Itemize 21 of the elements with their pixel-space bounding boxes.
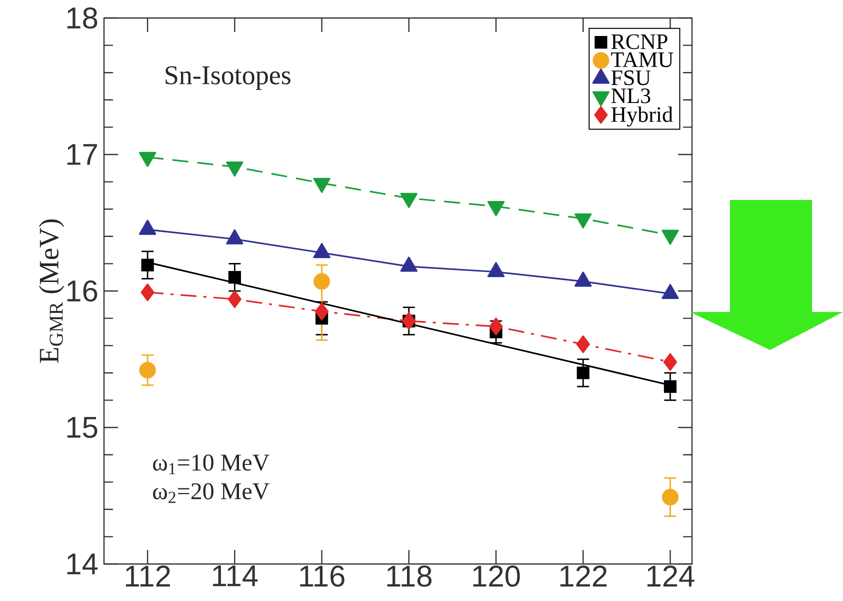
x-tick-label: 114 [213, 566, 258, 586]
y-tick-label: 18 [67, 7, 98, 29]
annotation: Sn-Isotopes [166, 66, 290, 90]
legend-label: NL3 [611, 88, 650, 104]
y-tick-label: 17 [67, 144, 97, 165]
x-tick-label: 120 [473, 566, 520, 587]
x-tick-label: 124 [647, 566, 694, 586]
legend-label: TAMU [611, 52, 674, 68]
y-tick-label: 14 [67, 554, 98, 574]
y-tick-label: 15 [67, 417, 98, 438]
y-tick-label: 16 [67, 280, 98, 302]
x-tick-label: 122 [560, 566, 607, 586]
legend-label: RCNP [611, 34, 668, 50]
x-tick-label: 112 [126, 566, 170, 586]
legend-label: FSU [611, 70, 651, 86]
x-tick-label: 118 [387, 566, 432, 587]
y-axis-title: E$_{GMR}$ (MeV) [38, 220, 64, 363]
legend-label: Hybrid [611, 106, 673, 127]
annotation: ω$_{1}$=10 MeV [153, 454, 270, 474]
x-tick-label: 116 [300, 566, 344, 587]
annotation: ω$_{2}$=20 MeV [153, 483, 270, 503]
